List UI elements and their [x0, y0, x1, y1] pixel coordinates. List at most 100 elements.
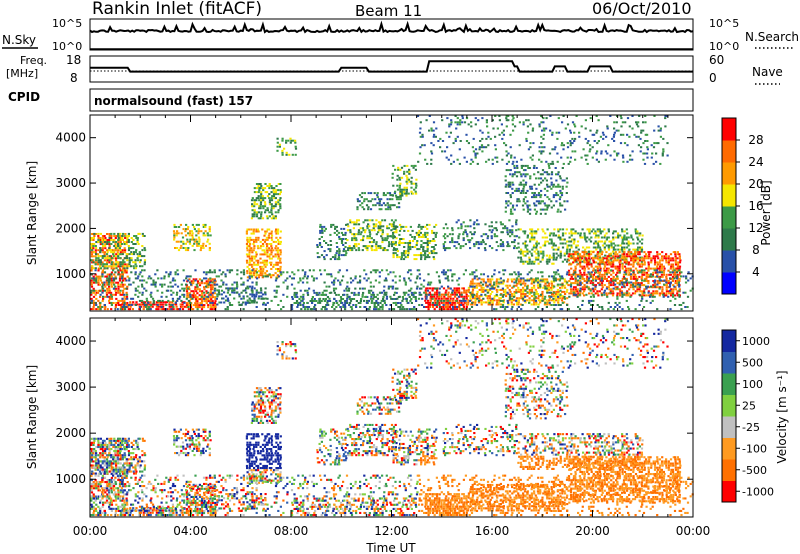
power-cell	[526, 248, 529, 251]
power-cell	[257, 195, 260, 198]
power-cell	[520, 164, 523, 167]
power-cell	[503, 227, 507, 230]
power-cell	[535, 290, 538, 293]
power-cell	[189, 275, 192, 278]
power-cell	[603, 242, 606, 245]
power-cell	[259, 199, 263, 202]
power-cell	[381, 229, 384, 232]
power-cell	[259, 253, 262, 256]
power-cell	[535, 210, 538, 213]
power-cell	[637, 253, 640, 256]
power-cell	[274, 203, 277, 206]
power-cell	[103, 283, 106, 286]
power-cell	[454, 115, 457, 117]
power-cell	[527, 167, 530, 169]
power-cell	[608, 256, 611, 259]
power-cell	[334, 254, 337, 257]
power-cell	[531, 196, 534, 199]
power-cell	[173, 232, 176, 235]
power-cell	[600, 152, 603, 155]
power-cell	[518, 250, 521, 253]
power-cell	[255, 289, 258, 292]
power-cell	[643, 162, 647, 165]
power-cell	[366, 227, 369, 230]
power-cell	[147, 308, 150, 311]
power-cell	[327, 300, 330, 302]
power-cell	[162, 308, 165, 311]
power-cell	[678, 253, 681, 256]
power-cell	[222, 281, 225, 284]
power-cell	[640, 260, 643, 263]
power-cell	[390, 245, 394, 248]
power-cell	[556, 194, 560, 197]
power-cell	[454, 303, 457, 306]
power-cell	[315, 293, 318, 296]
power-cell	[316, 256, 320, 259]
power-cell	[545, 179, 548, 182]
power-cell	[561, 121, 564, 124]
power-cell	[220, 301, 223, 304]
power-cell	[478, 297, 481, 300]
power-cell	[546, 262, 549, 265]
power-cell	[528, 293, 531, 295]
power-cell	[213, 279, 216, 282]
power-cell	[609, 261, 613, 264]
power-cell	[97, 281, 100, 284]
power-cell	[381, 231, 384, 234]
power-cell	[643, 277, 646, 280]
power-cell	[533, 278, 536, 281]
power-cell	[611, 294, 615, 297]
power-cell	[209, 271, 212, 274]
power-cell	[615, 273, 618, 276]
power-cell	[409, 233, 412, 236]
power-cell	[197, 298, 200, 301]
power-cell	[574, 265, 577, 268]
power-cell	[568, 232, 571, 235]
power-cell	[275, 228, 278, 231]
power-cell	[429, 303, 432, 306]
power-cell	[656, 280, 659, 282]
power-cell	[143, 255, 146, 258]
power-cell	[453, 287, 456, 290]
power-cell	[275, 285, 279, 288]
power-cell	[95, 241, 98, 243]
power-cell	[270, 263, 273, 266]
power-cell	[403, 293, 406, 296]
power-cell	[559, 286, 562, 289]
power-cell	[121, 299, 124, 302]
power-cell	[400, 258, 403, 261]
power-cell	[533, 173, 536, 176]
power-cell	[396, 188, 400, 191]
power-cell	[274, 253, 277, 256]
power-cell	[261, 265, 264, 268]
power-cell	[169, 273, 172, 276]
power-cell	[250, 199, 254, 202]
power-cell	[530, 282, 533, 285]
power-cell	[313, 300, 316, 302]
power-cell	[128, 257, 131, 260]
power-cell	[294, 139, 297, 142]
power-cell	[321, 306, 325, 308]
power-cell	[102, 297, 105, 300]
power-cell	[205, 295, 208, 298]
power-cell	[576, 294, 579, 297]
power-cell	[535, 293, 538, 295]
power-cell	[401, 190, 404, 193]
power-cell	[560, 192, 564, 194]
power-cell	[92, 261, 95, 264]
power-cell	[551, 160, 554, 163]
power-cell	[410, 293, 414, 296]
power-cell	[448, 233, 452, 236]
power-cell	[569, 144, 572, 147]
power-cell	[335, 293, 338, 296]
power-cell	[270, 257, 273, 260]
power-cell	[106, 243, 109, 245]
power-cell	[275, 193, 278, 196]
power-cell	[328, 291, 331, 294]
power-cell	[485, 233, 488, 236]
power-cell	[634, 248, 637, 251]
power-cell	[366, 225, 369, 228]
power-cell	[270, 261, 273, 264]
power-cell	[283, 147, 286, 150]
power-cell	[574, 267, 577, 270]
